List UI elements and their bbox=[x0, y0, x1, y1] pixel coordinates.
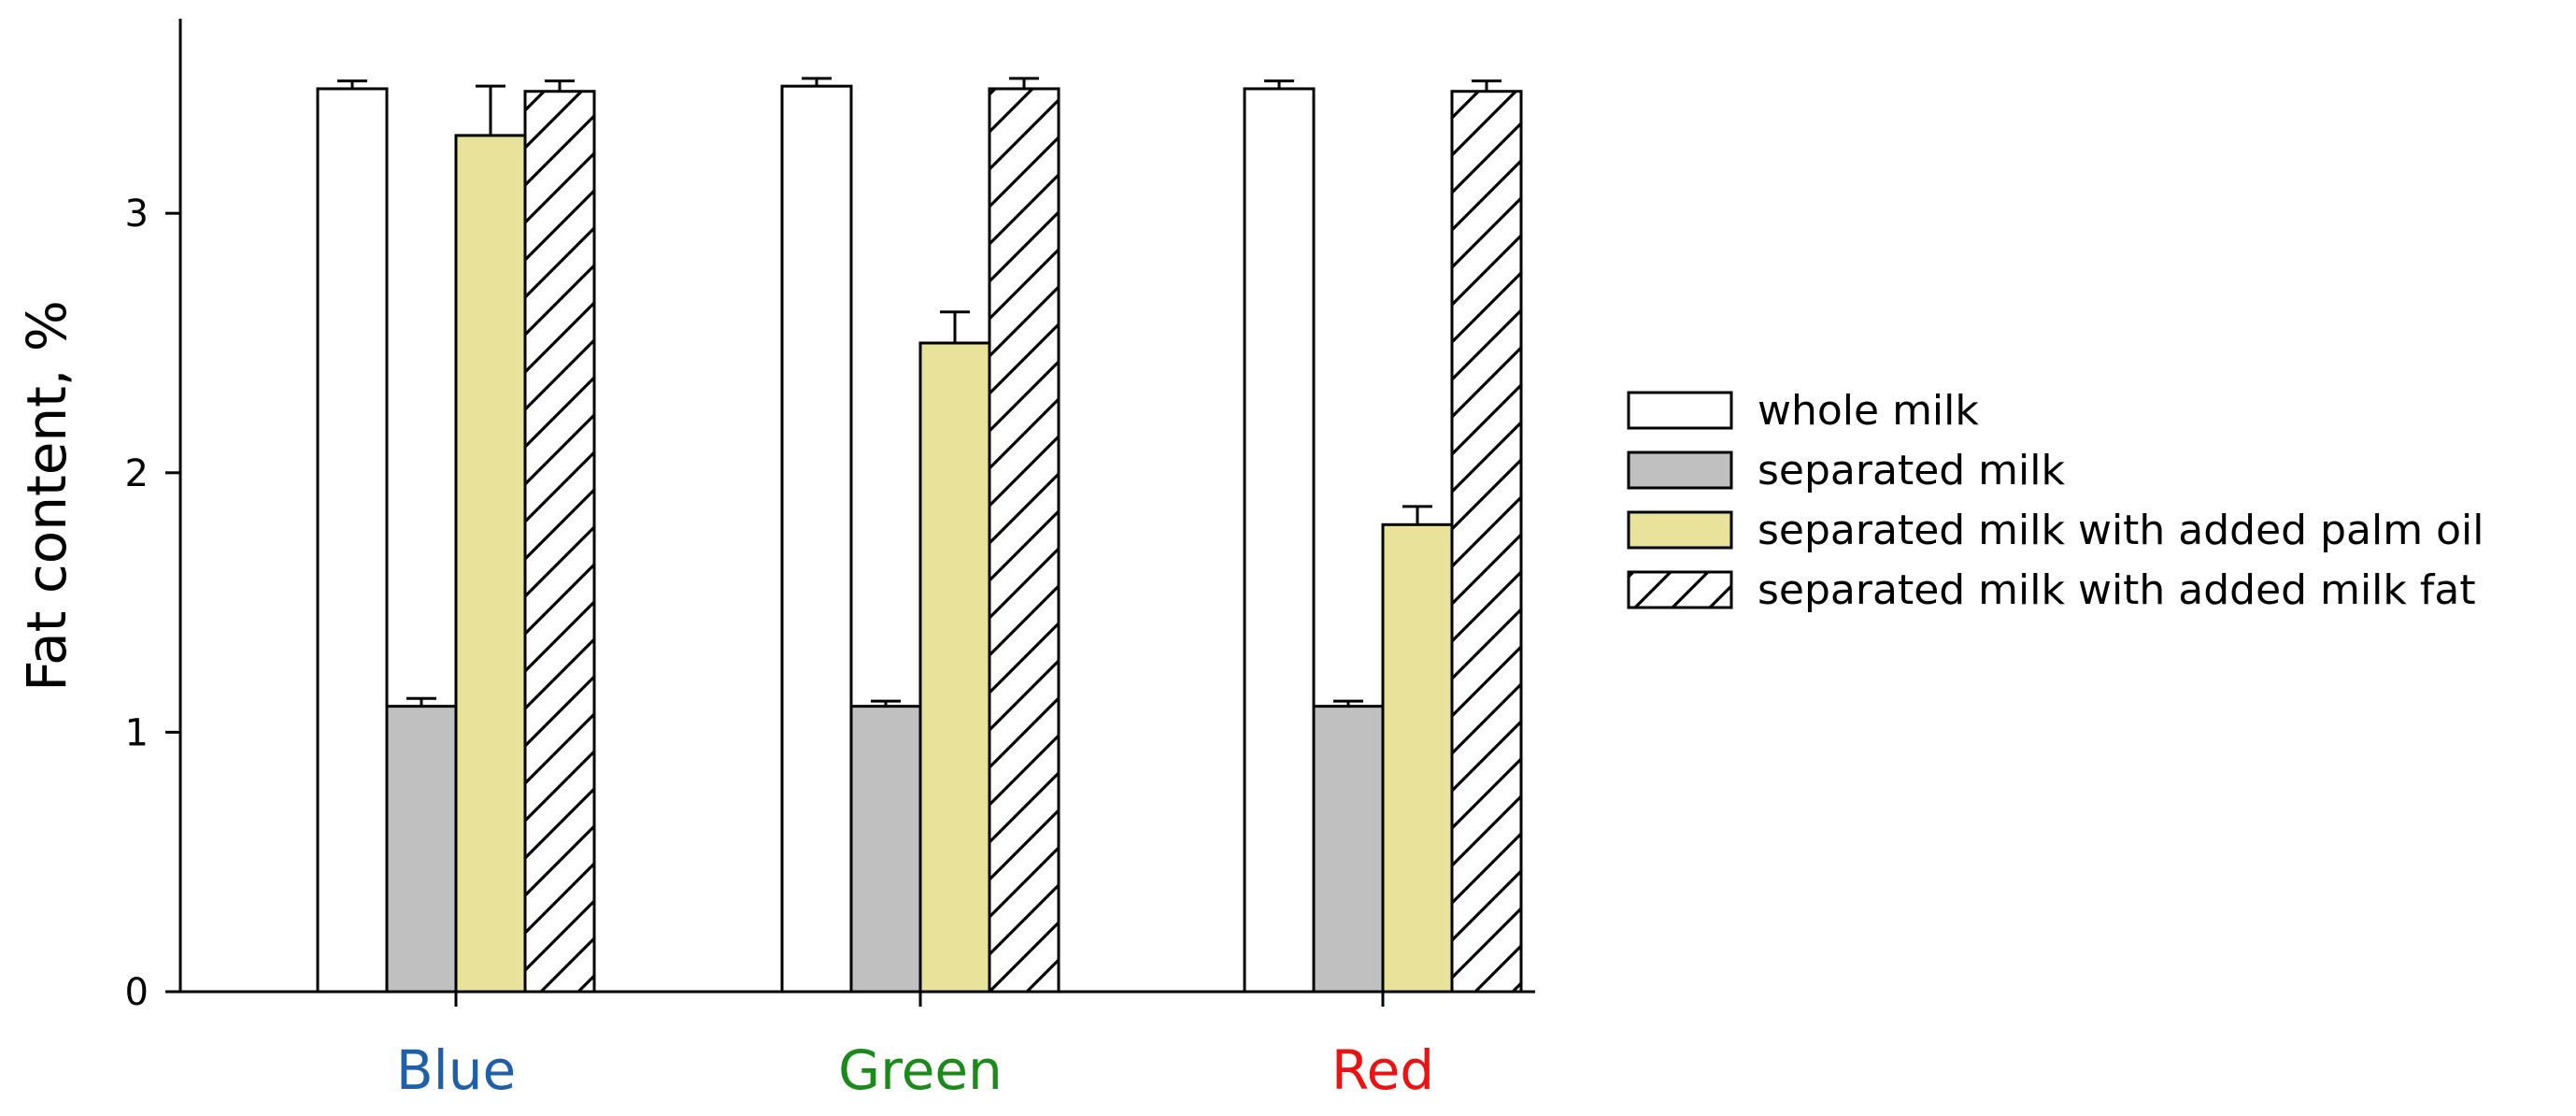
x-category-label: Red bbox=[1331, 1038, 1434, 1102]
bar-blue-series-4 bbox=[523, 90, 596, 994]
x-category-label: Blue bbox=[396, 1038, 516, 1102]
labels: 0 1 2 3 Fat content, % Blue Green Red bbox=[15, 193, 1434, 1102]
bar-blue-series-2 bbox=[385, 705, 458, 994]
bar-blue-series-3 bbox=[454, 134, 527, 994]
legend: whole milk separated milk separated milk w… bbox=[1627, 387, 2483, 614]
bar-red-series-3 bbox=[1381, 522, 1454, 994]
legend-label: whole milk bbox=[1758, 387, 1979, 435]
bar-green-series-4 bbox=[988, 87, 1060, 994]
legend-swatch bbox=[1627, 510, 1733, 550]
bar-blue-series-1 bbox=[316, 87, 389, 994]
bar-red-series-4 bbox=[1450, 90, 1523, 994]
legend-label: separated milk with added palm oil bbox=[1758, 507, 2483, 554]
bar-red-series-2 bbox=[1312, 705, 1385, 994]
bar-green-series-1 bbox=[780, 84, 853, 994]
y-tick-label: 1 bbox=[125, 711, 149, 754]
legend-label: separated milk bbox=[1758, 447, 2065, 494]
legend-label: separated milk with added milk fat bbox=[1758, 566, 2476, 614]
bar-green-series-2 bbox=[849, 705, 922, 994]
bar-red-series-1 bbox=[1243, 87, 1316, 994]
y-axis-label: Fat content, % bbox=[15, 300, 78, 692]
legend-swatch bbox=[1627, 570, 1733, 609]
y-tick-label: 2 bbox=[125, 452, 149, 495]
y-tick-label: 3 bbox=[125, 193, 149, 236]
y-tick-label: 0 bbox=[125, 971, 149, 1014]
legend-swatch bbox=[1627, 391, 1733, 430]
bar-green-series-3 bbox=[918, 341, 991, 994]
bars bbox=[316, 77, 1523, 994]
legend-swatch bbox=[1627, 451, 1733, 490]
x-category-label: Green bbox=[838, 1038, 1003, 1102]
